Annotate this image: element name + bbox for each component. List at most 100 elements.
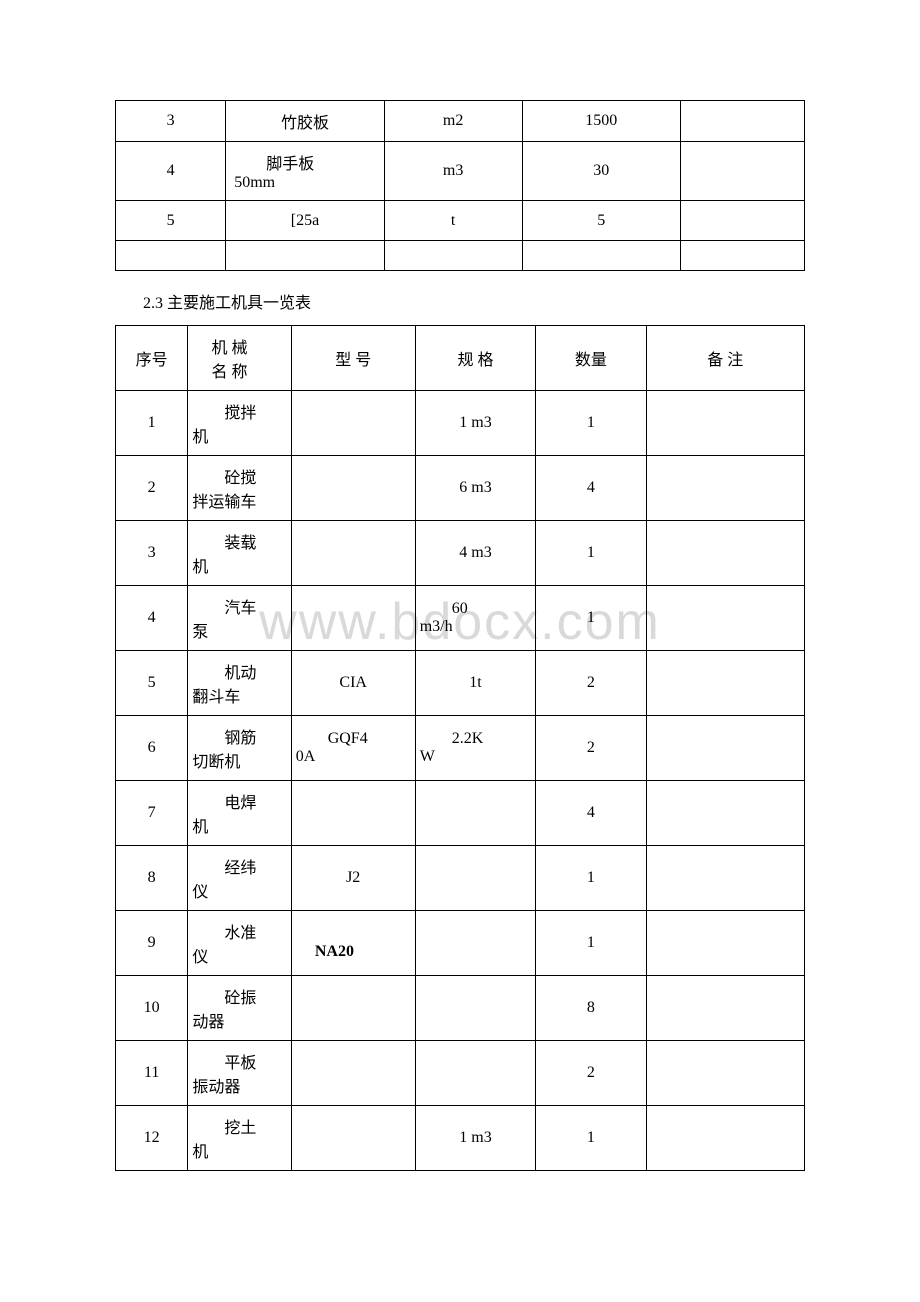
table-cell — [291, 586, 415, 651]
table-cell: 4 — [536, 781, 646, 846]
table-cell: 2 — [536, 651, 646, 716]
table-cell: 2.2KW — [415, 716, 536, 781]
table-cell — [522, 241, 680, 271]
table-cell — [646, 586, 805, 651]
table-cell — [646, 781, 805, 846]
table-cell: 4 — [536, 456, 646, 521]
table-cell: 2 — [116, 456, 188, 521]
table-cell: m2 — [384, 101, 522, 142]
table-cell — [646, 1041, 805, 1106]
table-cell — [646, 651, 805, 716]
table-cell: 8 — [116, 846, 188, 911]
table-cell: m3 — [384, 142, 522, 201]
table-cell: 1 m3 — [415, 391, 536, 456]
table-row: 11平板振动器 2 — [116, 1041, 805, 1106]
materials-table: 3竹胶板m215004脚手板50mmm3305[25at5 — [115, 100, 805, 271]
table-cell: 4 — [116, 586, 188, 651]
table-header-row: 序号机 械名 称型 号规 格数量备 注 — [116, 326, 805, 391]
table-cell: 3 — [116, 521, 188, 586]
table-cell: 1 — [536, 586, 646, 651]
table-cell — [415, 976, 536, 1041]
table-cell: 汽车泵 — [188, 586, 291, 651]
table-row: 6钢筋切断机GQF40A2.2KW2 — [116, 716, 805, 781]
table-row: 2砼搅拌运输车 6 m34 — [116, 456, 805, 521]
table-cell: 脚手板50mm — [226, 142, 384, 201]
table-row: 9水准仪NA201 — [116, 911, 805, 976]
table-cell: 5 — [116, 651, 188, 716]
table-cell — [291, 781, 415, 846]
table-cell: 1 — [536, 1106, 646, 1171]
table-cell: 6 m3 — [415, 456, 536, 521]
table-cell — [384, 241, 522, 271]
table-header-cell: 序号 — [116, 326, 188, 391]
table-cell: 12 — [116, 1106, 188, 1171]
table-cell: t — [384, 201, 522, 241]
table-row: 7电焊机 4 — [116, 781, 805, 846]
table-cell: GQF40A — [291, 716, 415, 781]
table-cell: 4 m3 — [415, 521, 536, 586]
table-cell: 60m3/h — [415, 586, 536, 651]
table-row: 4脚手板50mmm330 — [116, 142, 805, 201]
table-cell: 1t — [415, 651, 536, 716]
table-cell — [646, 456, 805, 521]
table-row — [116, 241, 805, 271]
table-cell: 挖土机 — [188, 1106, 291, 1171]
table-cell: 1 — [536, 846, 646, 911]
table-cell: 电焊机 — [188, 781, 291, 846]
table-cell: 砼振动器 — [188, 976, 291, 1041]
table-row: 8经纬仪J2 1 — [116, 846, 805, 911]
table-cell: 砼搅拌运输车 — [188, 456, 291, 521]
table-row: 5[25at5 — [116, 201, 805, 241]
table-cell: 1 m3 — [415, 1106, 536, 1171]
table-cell — [646, 846, 805, 911]
table-cell: 1 — [536, 521, 646, 586]
table-cell — [291, 521, 415, 586]
table-cell: 9 — [116, 911, 188, 976]
table-row: 12挖土机 1 m31 — [116, 1106, 805, 1171]
table-cell: CIA — [291, 651, 415, 716]
table-cell — [646, 1106, 805, 1171]
table-cell — [415, 846, 536, 911]
table-row: 1搅拌机1 m31 — [116, 391, 805, 456]
table-cell — [646, 976, 805, 1041]
table-cell: 1 — [536, 391, 646, 456]
table-header-cell: 型 号 — [291, 326, 415, 391]
table-cell: 搅拌机 — [188, 391, 291, 456]
table-cell — [291, 391, 415, 456]
table-cell: NA20 — [291, 911, 415, 976]
table-cell: 水准仪 — [188, 911, 291, 976]
table-cell — [646, 716, 805, 781]
table-cell: 11 — [116, 1041, 188, 1106]
table-cell — [415, 781, 536, 846]
table-cell — [291, 456, 415, 521]
table-cell — [415, 1041, 536, 1106]
table-cell — [646, 911, 805, 976]
table-cell: 1 — [116, 391, 188, 456]
table-header-cell: 数量 — [536, 326, 646, 391]
table-cell — [116, 241, 226, 271]
table-cell: 2 — [536, 1041, 646, 1106]
table-cell: 10 — [116, 976, 188, 1041]
table-cell: 经纬仪 — [188, 846, 291, 911]
table-cell: 平板振动器 — [188, 1041, 291, 1106]
table-header-cell: 备 注 — [646, 326, 805, 391]
table-cell — [226, 241, 384, 271]
table-cell: 4 — [116, 142, 226, 201]
table-row: 4汽车泵 60m3/h1 — [116, 586, 805, 651]
table-cell: 装载机 — [188, 521, 291, 586]
table-cell — [680, 101, 804, 142]
table-row: 10砼振动器 8 — [116, 976, 805, 1041]
table-cell: 2 — [536, 716, 646, 781]
table-cell: 7 — [116, 781, 188, 846]
table-header-cell: 机 械名 称 — [188, 326, 291, 391]
table-cell — [646, 391, 805, 456]
table-cell: 竹胶板 — [226, 101, 384, 142]
table-cell: 机动翻斗车 — [188, 651, 291, 716]
table-row: 5机动翻斗车CIA1t2 — [116, 651, 805, 716]
table-cell: J2 — [291, 846, 415, 911]
table-cell: 8 — [536, 976, 646, 1041]
table-cell: 30 — [522, 142, 680, 201]
machinery-table: 序号机 械名 称型 号规 格数量备 注1搅拌机1 m312砼搅拌运输车6 m34… — [115, 325, 805, 1171]
table-cell — [291, 1041, 415, 1106]
table-cell — [646, 521, 805, 586]
